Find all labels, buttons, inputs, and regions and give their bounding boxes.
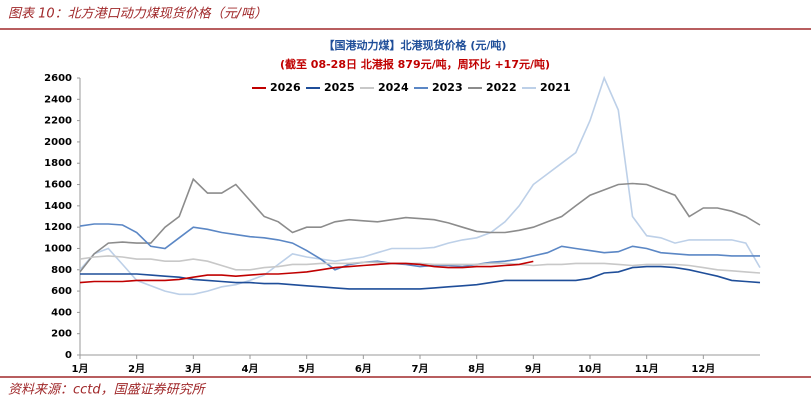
y-tick-label: 2600 bbox=[44, 73, 72, 84]
y-tick-label: 1400 bbox=[44, 201, 72, 212]
series-line bbox=[80, 265, 761, 290]
source: 资料来源：cctd，国盛证券研究所 bbox=[8, 382, 207, 398]
series-line bbox=[79, 260, 534, 284]
series-line bbox=[79, 75, 761, 296]
y-tick-label: 2000 bbox=[44, 137, 72, 148]
x-tick-label: 11月 bbox=[635, 363, 659, 375]
x-tick-label: 5月 bbox=[298, 363, 315, 375]
x-tick-label: 7月 bbox=[412, 363, 429, 375]
y-tick-label: 1200 bbox=[44, 222, 72, 233]
chart-subtitle: (截至 08-28日 北港报 879元/吨，周环比 +17元/吨) bbox=[280, 57, 550, 71]
x-tick-label: 3月 bbox=[185, 363, 202, 375]
y-tick-label: 800 bbox=[51, 265, 72, 276]
x-tick-label: 8月 bbox=[468, 363, 485, 375]
chart-title: 【国港动力煤】北港现货价格 (元/吨) bbox=[324, 38, 507, 52]
y-tick-label: 600 bbox=[51, 286, 72, 297]
y-tick-label: 2200 bbox=[44, 116, 72, 127]
y-tick-label: 400 bbox=[51, 307, 72, 318]
x-tick-label: 10月 bbox=[578, 363, 602, 375]
legend-label: 2026 bbox=[270, 81, 301, 94]
y-tick-label: 1600 bbox=[44, 180, 72, 191]
y-tick-label: 2400 bbox=[44, 94, 72, 105]
x-tick-label: 9月 bbox=[525, 363, 542, 375]
x-tick-label: 12月 bbox=[691, 363, 715, 375]
legend-label: 2022 bbox=[486, 81, 517, 94]
y-tick-label: 0 bbox=[65, 350, 72, 361]
series-line bbox=[79, 223, 760, 271]
y-tick-label: 200 bbox=[51, 329, 72, 340]
series-line bbox=[79, 255, 761, 274]
series-line bbox=[79, 177, 761, 273]
x-tick-label: 4月 bbox=[242, 363, 259, 375]
legend-label: 2021 bbox=[540, 81, 571, 94]
legend-label: 2023 bbox=[432, 81, 463, 94]
x-tick-label: 1月 bbox=[72, 363, 89, 375]
x-tick-label: 2月 bbox=[128, 363, 145, 375]
legend-label: 2024 bbox=[378, 81, 409, 94]
x-tick-label: 6月 bbox=[355, 363, 372, 375]
y-tick-label: 1000 bbox=[44, 243, 72, 254]
page-title: 图表 10：北方港口动力煤现货价格（元/吨） bbox=[8, 6, 267, 22]
legend-label: 2025 bbox=[324, 81, 355, 94]
y-tick-label: 1800 bbox=[44, 158, 72, 169]
